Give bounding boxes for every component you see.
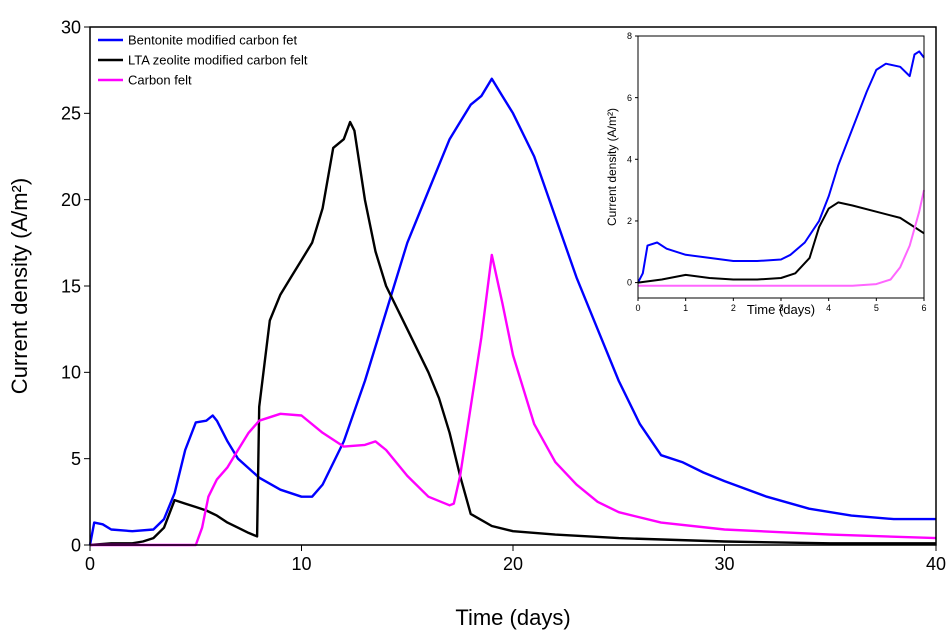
main-y-tick-label: 30 (61, 17, 81, 37)
x-axis-title: Time (days) (455, 605, 570, 630)
inset-y-tick-label: 0 (627, 278, 632, 288)
inset-x-tick-label: 2 (731, 303, 736, 313)
inset-series-line-1 (637, 50, 925, 284)
main-y-tick-label: 5 (71, 449, 81, 469)
main-y-tick-label: 25 (61, 104, 81, 124)
inset-x-tick-label: 3 (778, 303, 783, 313)
inset-y-tick-label: 6 (627, 93, 632, 103)
main-x-tick-label: 40 (926, 554, 946, 574)
series-line-carbon-felt (90, 253, 937, 547)
inset-x-axis-title: Time (days) (747, 302, 815, 317)
legend-label-carbon-felt: Carbon felt (128, 73, 192, 88)
main-y-ticks: 0 5 10 15 20 25 30 (61, 17, 90, 555)
main-y-tick-label: 15 (61, 276, 81, 296)
inset-y-tick-label: 8 (627, 31, 632, 41)
inset-x-tick-label: 0 (635, 303, 640, 313)
series-line-lta-zeolite-modified-carbon-felt (89, 120, 936, 547)
inset-y-tick-label: 2 (627, 216, 632, 226)
legend-label-bentonite-modified-carbon-fet: Bentonite modified carbon fet (128, 33, 297, 48)
inset-x-tick-label: 4 (826, 303, 831, 313)
main-y-tick-label: 10 (61, 363, 81, 383)
inset-series-line-2 (637, 201, 925, 284)
main-y-tick-label: 0 (71, 535, 81, 555)
inset-series-line-3 (638, 189, 925, 287)
series-line-bentonite-modified-carbon-fet (88, 77, 936, 546)
main-x-tick-label: 0 (85, 554, 95, 574)
legend-label-lta-zeolite-modified-carbon-felt: LTA zeolite modified carbon felt (128, 53, 308, 68)
main-y-tick-label: 20 (61, 190, 81, 210)
main-x-ticks: 0 10 20 30 40 (85, 545, 946, 574)
main-x-tick-label: 10 (291, 554, 311, 574)
main-x-tick-label: 20 (503, 554, 523, 574)
inset-x-tick-label: 6 (921, 303, 926, 313)
inset-y-ticks: 0 2 4 6 8 (627, 31, 638, 288)
legend: Bentonite modified carbon fet LTA zeolite… (98, 33, 308, 88)
inset-x-tick-label: 1 (683, 303, 688, 313)
inset-plot: 0 1 2 3 4 5 6 0 2 4 6 8 Time (days) Current densit… (605, 31, 927, 317)
inset-series-group (637, 50, 925, 287)
y-axis-title: Current density (A/m²) (7, 178, 32, 394)
main-series-group (88, 77, 937, 547)
main-x-tick-label: 30 (714, 554, 734, 574)
inset-x-ticks: 0 1 2 3 4 5 6 (635, 298, 927, 313)
inset-y-tick-label: 4 (627, 154, 632, 164)
inset-y-axis-title: Current density (A/m²) (605, 108, 619, 226)
inset-x-tick-label: 5 (874, 303, 879, 313)
